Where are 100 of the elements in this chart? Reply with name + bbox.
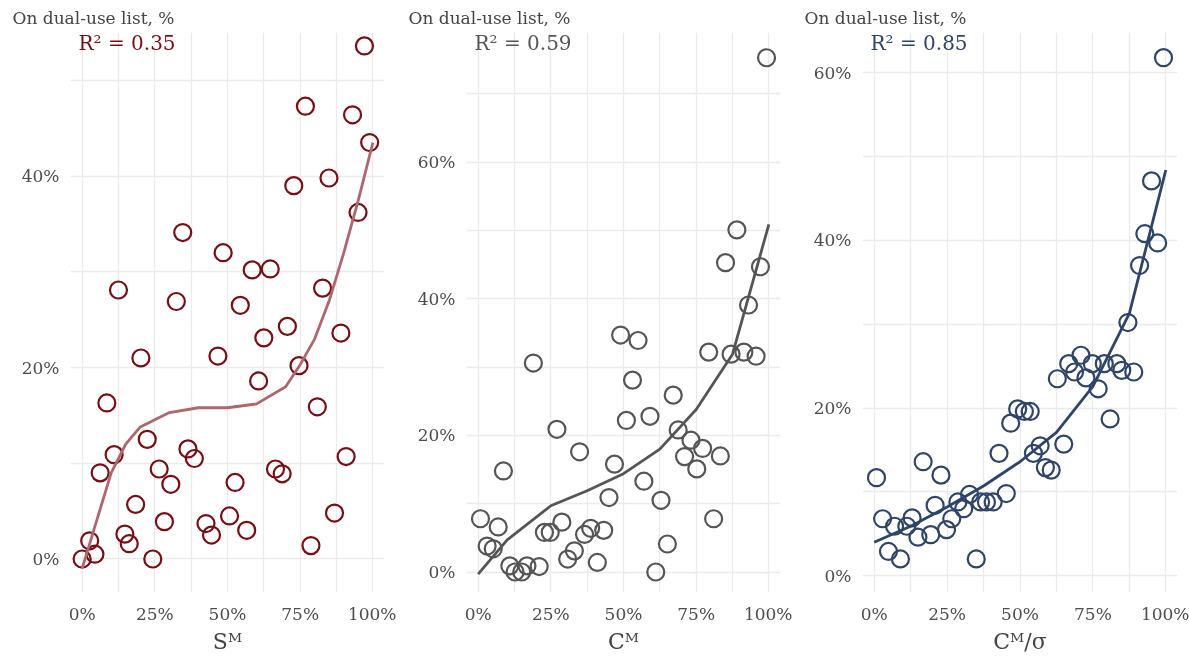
point xyxy=(272,464,292,484)
x-tick-label: 75% xyxy=(677,603,716,624)
point xyxy=(331,323,351,343)
point xyxy=(1141,171,1162,191)
point xyxy=(1082,354,1102,374)
y-tick-label: 20% xyxy=(813,398,852,419)
point xyxy=(989,443,1009,463)
point xyxy=(119,534,139,554)
point xyxy=(178,439,198,459)
point xyxy=(1107,354,1127,374)
point xyxy=(242,260,262,280)
point xyxy=(196,513,216,534)
point xyxy=(1153,48,1174,68)
point xyxy=(301,536,321,556)
x-axis-title: Sᴹ xyxy=(212,628,243,654)
point xyxy=(166,291,186,312)
point xyxy=(319,168,339,188)
point xyxy=(1064,362,1085,382)
point xyxy=(477,536,497,556)
point xyxy=(1041,460,1061,480)
x-tick-label: 0% xyxy=(68,603,96,624)
y-tick-label: 40% xyxy=(417,288,456,309)
point xyxy=(97,393,117,413)
x-tick-label: 100% xyxy=(1140,603,1189,624)
point xyxy=(866,468,887,488)
point xyxy=(902,508,922,528)
point xyxy=(570,442,590,462)
point xyxy=(574,524,595,545)
point xyxy=(581,518,601,538)
point xyxy=(529,556,549,577)
x-tick-label: 75% xyxy=(1074,603,1112,624)
x-tick-label: 100% xyxy=(347,603,397,624)
point xyxy=(1124,362,1144,382)
y-tick-label: 40% xyxy=(813,230,852,251)
point xyxy=(1020,401,1040,422)
point xyxy=(237,520,257,540)
point xyxy=(219,506,240,526)
point xyxy=(996,483,1016,504)
point xyxy=(1030,436,1050,456)
point xyxy=(523,353,543,373)
point xyxy=(230,295,250,315)
y-tick-label: 20% xyxy=(417,425,456,446)
y-tick-label: 60% xyxy=(417,152,456,173)
point xyxy=(265,459,286,479)
point xyxy=(108,280,129,300)
point xyxy=(651,490,671,510)
point xyxy=(173,222,193,243)
point xyxy=(249,371,269,391)
x-tick-label: 50% xyxy=(1001,603,1039,624)
point xyxy=(90,463,110,483)
x-tick-label: 50% xyxy=(604,603,643,624)
point xyxy=(1071,345,1091,365)
point xyxy=(354,36,375,56)
y-tick-label: 60% xyxy=(813,62,852,83)
line-series xyxy=(872,168,1168,544)
point xyxy=(277,316,297,336)
annotation: R² = 0.59 xyxy=(474,30,572,55)
point xyxy=(505,562,525,582)
x-tick-label: 50% xyxy=(208,603,247,624)
point xyxy=(634,471,654,491)
point xyxy=(704,509,724,529)
point xyxy=(616,410,637,430)
point xyxy=(149,459,169,479)
point xyxy=(890,549,911,569)
point xyxy=(1088,379,1108,399)
point xyxy=(959,484,980,504)
point xyxy=(756,48,777,68)
point xyxy=(225,472,245,492)
point xyxy=(348,202,368,223)
point xyxy=(681,430,701,450)
point xyxy=(646,562,666,582)
line-series xyxy=(80,141,375,570)
point xyxy=(913,452,933,472)
point xyxy=(921,525,941,545)
point xyxy=(154,512,175,532)
point xyxy=(1035,458,1055,478)
point xyxy=(738,295,759,315)
point xyxy=(500,556,520,576)
point xyxy=(512,562,532,582)
line-series xyxy=(476,223,771,576)
point xyxy=(884,516,905,536)
point xyxy=(552,512,572,532)
x-tick-label: 0% xyxy=(860,603,888,624)
point xyxy=(1076,368,1096,388)
point xyxy=(699,342,719,362)
point xyxy=(925,495,945,515)
point xyxy=(942,509,962,529)
x-axis-title: Cᴹ/σ xyxy=(993,628,1047,654)
point xyxy=(746,346,766,366)
point xyxy=(663,385,683,405)
y-tick-label: 0% xyxy=(428,562,456,583)
point xyxy=(1118,312,1138,333)
point xyxy=(208,346,228,366)
point xyxy=(558,549,578,569)
y-tick-label: 0% xyxy=(32,549,60,569)
point xyxy=(80,531,100,551)
point xyxy=(668,420,688,440)
point xyxy=(1047,369,1067,389)
point xyxy=(72,549,92,569)
point xyxy=(687,459,707,479)
